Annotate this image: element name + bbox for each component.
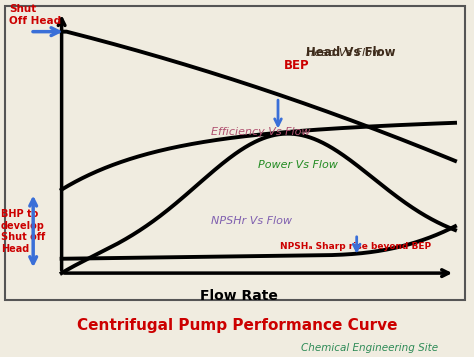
Text: Shut
Off Head: Shut Off Head <box>9 4 62 26</box>
Text: NPSHr Vs Flow: NPSHr Vs Flow <box>211 216 292 226</box>
Text: BHP to
develop
Shut off
Head: BHP to develop Shut off Head <box>1 209 45 254</box>
Text: BEP: BEP <box>284 59 310 72</box>
Text: Head Vs Flow: Head Vs Flow <box>306 46 395 59</box>
Text: Head Vs Flow: Head Vs Flow <box>306 47 381 57</box>
Text: Efficiency Vs Flow: Efficiency Vs Flow <box>211 127 310 137</box>
Text: Flow Rate: Flow Rate <box>200 289 278 303</box>
Text: Power Vs Flow: Power Vs Flow <box>258 160 338 170</box>
Text: NPSHₐ Sharp rise beyond BEP: NPSHₐ Sharp rise beyond BEP <box>280 242 431 251</box>
Text: Centrifugal Pump Performance Curve: Centrifugal Pump Performance Curve <box>77 318 397 333</box>
Text: Chemical Engineering Site: Chemical Engineering Site <box>301 343 438 353</box>
